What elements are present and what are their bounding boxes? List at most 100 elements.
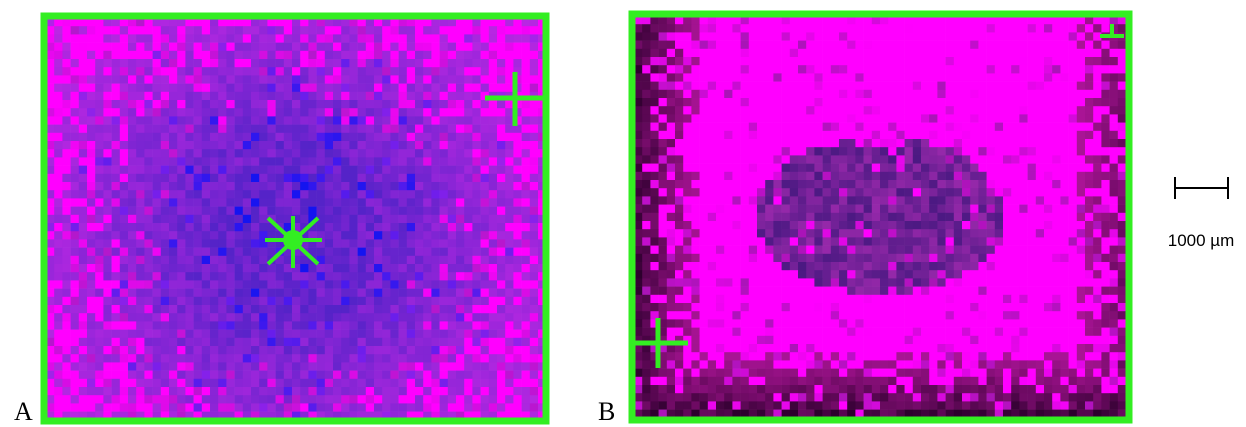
pixel xyxy=(415,34,424,43)
pixel xyxy=(700,139,709,148)
pixel xyxy=(954,188,963,197)
pixel xyxy=(185,272,194,281)
pixel xyxy=(896,82,905,91)
pixel xyxy=(970,155,979,164)
pixel xyxy=(243,190,252,199)
pixel xyxy=(366,141,375,150)
pixel xyxy=(814,123,823,132)
pixel xyxy=(1093,131,1102,140)
pixel xyxy=(530,100,539,109)
pixel xyxy=(683,65,692,74)
pixel xyxy=(128,313,137,322)
pixel xyxy=(905,172,914,181)
pixel xyxy=(194,43,203,52)
pixel xyxy=(431,362,440,371)
pixel xyxy=(87,362,96,371)
pixel xyxy=(970,254,979,262)
pixel xyxy=(144,280,153,289)
pixel xyxy=(872,172,881,181)
pixel xyxy=(390,264,399,273)
pixel xyxy=(1044,131,1053,140)
pixel xyxy=(798,90,807,99)
pixel xyxy=(921,246,930,255)
pixel xyxy=(675,139,684,148)
pixel xyxy=(415,231,424,240)
pixel xyxy=(120,248,129,257)
pixel xyxy=(831,155,840,164)
pixel xyxy=(987,221,996,230)
pixel xyxy=(218,264,227,273)
pixel xyxy=(872,213,881,222)
pixel xyxy=(1093,123,1102,132)
pixel xyxy=(366,346,375,355)
pixel xyxy=(276,215,285,224)
pixel xyxy=(814,205,823,214)
pixel xyxy=(464,248,473,257)
pixel xyxy=(1036,73,1045,82)
pixel xyxy=(448,256,457,264)
pixel xyxy=(1093,254,1102,262)
pixel xyxy=(284,395,293,404)
pixel xyxy=(464,256,473,264)
pixel xyxy=(1011,221,1020,230)
pixel xyxy=(472,362,481,371)
pixel xyxy=(144,330,153,339)
pixel xyxy=(782,262,791,271)
pixel xyxy=(202,272,211,281)
pixel xyxy=(659,172,668,181)
pixel xyxy=(390,256,399,264)
pixel xyxy=(251,182,260,191)
pixel xyxy=(489,190,498,199)
pixel xyxy=(325,289,334,298)
pixel xyxy=(691,221,700,230)
pixel xyxy=(136,43,145,52)
pixel xyxy=(1093,106,1102,115)
pixel xyxy=(773,49,782,58)
pixel xyxy=(431,207,440,216)
pixel xyxy=(169,67,178,76)
pixel xyxy=(757,41,766,50)
pixel xyxy=(456,395,465,404)
pixel xyxy=(399,321,408,330)
pixel xyxy=(390,34,399,43)
pixel xyxy=(716,270,725,279)
pixel xyxy=(325,174,334,183)
pixel xyxy=(120,379,129,388)
pixel xyxy=(423,125,432,134)
pixel xyxy=(235,149,244,158)
pixel xyxy=(292,280,301,289)
pixel xyxy=(62,84,71,93)
pixel xyxy=(749,131,758,140)
pixel xyxy=(103,305,112,314)
pixel xyxy=(177,59,186,68)
pixel xyxy=(855,90,864,99)
pixel xyxy=(1069,221,1078,230)
pixel xyxy=(773,65,782,74)
pixel xyxy=(153,264,162,273)
pixel xyxy=(962,155,971,164)
pixel xyxy=(136,346,145,355)
pixel xyxy=(226,133,235,142)
pixel xyxy=(1118,246,1127,255)
pixel xyxy=(505,305,514,314)
pixel xyxy=(1052,278,1061,287)
pixel xyxy=(921,123,930,132)
pixel xyxy=(177,346,186,355)
pixel xyxy=(1060,65,1069,74)
pixel xyxy=(136,387,145,396)
pixel xyxy=(1069,147,1078,156)
pixel xyxy=(1044,262,1053,271)
pixel xyxy=(464,182,473,191)
pixel xyxy=(1036,123,1045,132)
pixel xyxy=(749,98,758,107)
pixel xyxy=(497,346,506,355)
pixel xyxy=(120,231,129,240)
pixel xyxy=(399,280,408,289)
pixel xyxy=(284,133,293,142)
pixel xyxy=(333,256,342,264)
pixel xyxy=(177,75,186,84)
pixel xyxy=(374,371,383,380)
pixel xyxy=(62,100,71,109)
pixel xyxy=(855,237,864,246)
pixel xyxy=(366,157,375,166)
